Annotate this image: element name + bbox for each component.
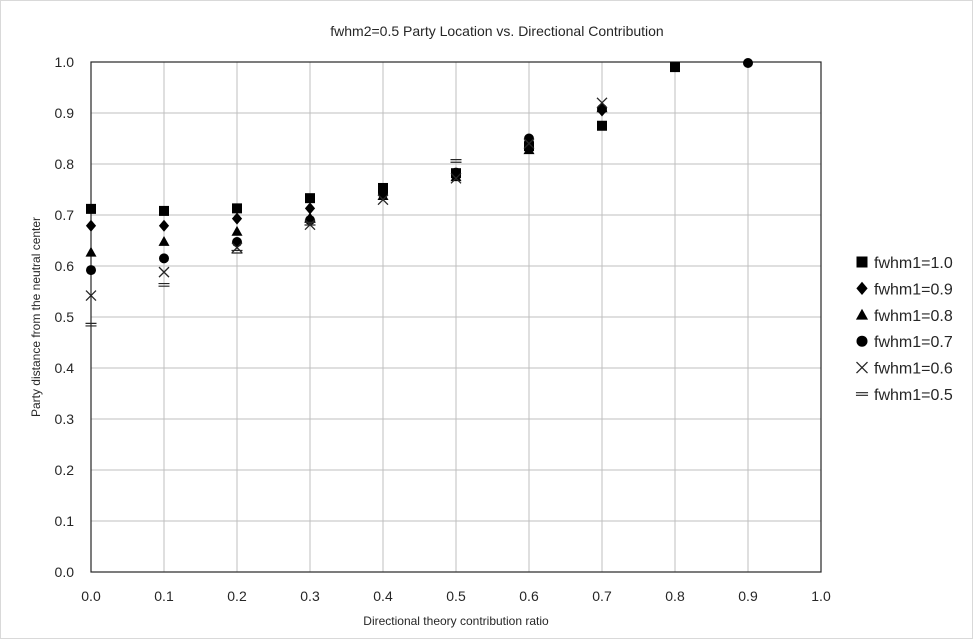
- data-point: [85, 322, 97, 327]
- y-tick-label: 0.4: [55, 360, 75, 376]
- data-point: [158, 266, 170, 278]
- data-point: [596, 97, 608, 109]
- data-point: [523, 138, 535, 150]
- x-tick-label: 1.0: [811, 588, 831, 604]
- x-tick-label: 0.2: [227, 588, 247, 604]
- y-tick-label: 0.1: [55, 513, 75, 529]
- legend-item: fwhm1=1.0: [856, 255, 953, 272]
- x-tick-label: 0.8: [665, 588, 685, 604]
- series-4-points: [86, 58, 753, 276]
- y-tick-label: 0.2: [55, 462, 75, 478]
- data-point: [232, 203, 242, 214]
- data-point: [86, 265, 96, 276]
- y-tick-label: 0.0: [55, 564, 75, 580]
- legend-item: fwhm1=0.7: [856, 334, 953, 351]
- legend: fwhm1=1.0 fwhm1=0.9 fwhm1=0.8 fwhm1=0.7 fwhm…: [855, 255, 953, 404]
- data-point: [231, 225, 243, 236]
- y-tick-label: 1.0: [55, 54, 75, 70]
- legend-marker: [855, 392, 869, 396]
- x-tick-label: 0.4: [373, 588, 393, 604]
- y-tick-label: 0.8: [55, 156, 75, 172]
- data-point: [158, 219, 170, 232]
- x-tick-labels: 0.0 0.1 0.2 0.3 0.4 0.5 0.6 0.7 0.8 0.9 1.0: [81, 588, 831, 604]
- y-tick-label: 0.3: [55, 411, 75, 427]
- x-tick-label: 0.7: [592, 588, 612, 604]
- data-point: [305, 193, 315, 204]
- plot-area-border: [90, 61, 822, 573]
- legend-label: fwhm1=1.0: [874, 255, 953, 272]
- y-tick-label: 0.5: [55, 309, 75, 325]
- data-point: [158, 282, 170, 287]
- legend-label: fwhm1=0.6: [874, 361, 953, 378]
- x-tick-label: 0.5: [446, 588, 466, 604]
- data-point: [523, 144, 535, 155]
- series-5-points: [85, 97, 608, 302]
- data-point: [670, 62, 680, 73]
- data-point: [304, 221, 316, 226]
- data-point: [232, 237, 242, 248]
- data-markers: [85, 58, 753, 327]
- data-point: [85, 219, 97, 232]
- x-tick-label: 0.9: [738, 588, 758, 604]
- series-6-points: [85, 159, 462, 327]
- x-tick-label: 0.0: [81, 588, 101, 604]
- x-tick-label: 0.1: [154, 588, 174, 604]
- data-point: [743, 58, 753, 69]
- data-point: [524, 133, 534, 144]
- legend-item: fwhm1=0.6: [856, 361, 953, 378]
- grid-lines: [90, 61, 822, 573]
- y-tick-labels: 0.0 0.1 0.2 0.3 0.4 0.5 0.6 0.7 0.8 0.9 1.0: [55, 54, 75, 580]
- data-point: [378, 188, 388, 199]
- y-tick-label: 0.9: [55, 105, 75, 121]
- legend-marker: [856, 256, 868, 268]
- legend-label: fwhm1=0.5: [874, 387, 953, 404]
- x-axis-title: Directional theory contribution ratio: [363, 614, 549, 628]
- data-point: [159, 253, 169, 264]
- y-tick-label: 0.7: [55, 207, 75, 223]
- data-point: [158, 236, 170, 246]
- chart-title: fwhm2=0.5 Party Location vs. Directional…: [330, 23, 663, 39]
- y-tick-label: 0.6: [55, 258, 75, 274]
- data-point: [86, 203, 96, 214]
- legend-label: fwhm1=0.7: [874, 334, 953, 351]
- data-point: [450, 172, 462, 184]
- data-point: [85, 290, 97, 302]
- x-tick-label: 0.3: [300, 588, 320, 604]
- data-point: [231, 212, 243, 225]
- legend-label: fwhm1=0.8: [874, 308, 953, 325]
- x-tick-label: 0.6: [519, 588, 539, 604]
- data-point: [451, 167, 461, 178]
- data-point: [159, 205, 169, 216]
- legend-item: fwhm1=0.9: [856, 281, 953, 298]
- legend-item: fwhm1=0.8: [855, 308, 953, 325]
- legend-marker: [856, 361, 868, 374]
- legend-marker: [856, 281, 868, 295]
- legend-label: fwhm1=0.9: [874, 281, 953, 298]
- data-point: [450, 159, 462, 163]
- data-point: [231, 249, 243, 254]
- data-point: [304, 202, 316, 215]
- data-point: [377, 194, 389, 206]
- legend-item: fwhm1=0.5: [855, 387, 953, 404]
- data-point: [597, 120, 607, 131]
- legend-marker: [855, 308, 869, 320]
- legend-marker: [856, 335, 868, 347]
- data-point: [85, 246, 97, 257]
- data-point: [305, 215, 315, 226]
- y-axis-title: Party distance from the neutral center: [29, 217, 43, 417]
- data-point: [597, 103, 607, 114]
